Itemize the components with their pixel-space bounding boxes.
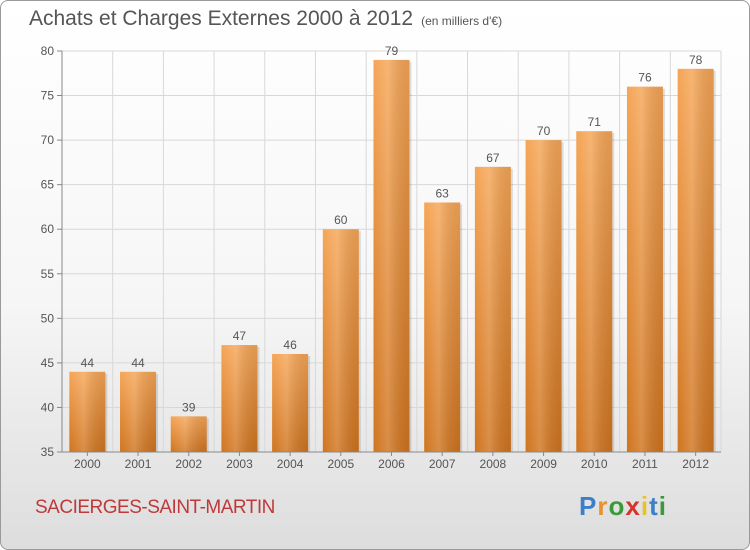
x-tick-label: 2005	[327, 457, 354, 471]
bar-layer: 44 44 39 47 46 60 79 63 67 70 71 76 78	[69, 44, 716, 453]
chart-unit: (en milliers d'€)	[421, 14, 503, 28]
data-label: 44	[81, 356, 95, 370]
x-tick-label: 2012	[682, 457, 709, 471]
data-label: 63	[436, 186, 450, 200]
data-label: 70	[537, 124, 551, 138]
data-label: 60	[334, 213, 348, 227]
y-tick-label: 35	[41, 445, 55, 459]
y-tick-label: 60	[41, 222, 55, 236]
x-tick-label: 2004	[277, 457, 304, 471]
bar-highlight	[424, 202, 461, 452]
data-label: 39	[182, 400, 196, 414]
logo-letter: r	[597, 491, 609, 521]
logo-letter: i	[658, 491, 667, 521]
data-label: 71	[588, 115, 602, 129]
data-label: 67	[486, 151, 500, 165]
logo-letter: P	[579, 491, 598, 521]
logo-letter: x	[625, 491, 641, 521]
axis-layer: 35 40 45 50 55 60 65 70 75 80 2000 2001 2002 2003 2004…	[41, 44, 721, 471]
bar-highlight	[322, 229, 359, 452]
x-tick-label: 2008	[480, 457, 507, 471]
bar-highlight	[677, 68, 714, 453]
bar-highlight	[272, 353, 309, 452]
bar-highlight	[120, 371, 157, 452]
y-tick-label: 70	[41, 133, 55, 147]
bar-highlight	[69, 371, 106, 452]
bar-highlight	[576, 131, 613, 452]
x-tick-label: 2011	[632, 457, 658, 471]
bar-highlight	[170, 416, 207, 452]
logo-letter: t	[649, 491, 659, 521]
bar-highlight	[373, 59, 410, 453]
chart-title-text: Achats et Charges Externes 2000 à 2012	[29, 7, 414, 30]
x-tick-label: 2007	[429, 457, 456, 471]
data-label: 76	[638, 71, 652, 85]
data-label: 46	[283, 338, 297, 352]
x-tick-label: 2010	[581, 457, 608, 471]
bar-highlight	[221, 345, 258, 452]
y-tick-label: 45	[41, 356, 55, 370]
y-tick-label: 75	[41, 89, 55, 103]
commune-name: SACIERGES-SAINT-MARTIN	[35, 497, 275, 518]
logo-letter: o	[608, 491, 626, 521]
x-tick-label: 2009	[530, 457, 557, 471]
data-label: 78	[689, 53, 703, 67]
data-label: 79	[385, 44, 399, 58]
logo-letter: i	[640, 491, 650, 521]
proxiti-logo: Proxiti	[579, 491, 667, 522]
y-tick-label: 50	[41, 311, 55, 325]
y-tick-label: 80	[41, 44, 55, 58]
x-tick-label: 2001	[125, 457, 152, 471]
data-label: 44	[131, 356, 145, 370]
y-tick-label: 55	[41, 267, 55, 281]
y-tick-label: 40	[41, 400, 55, 414]
bar-highlight	[626, 86, 663, 453]
x-tick-label: 2002	[175, 457, 202, 471]
chart-title: Achats et Charges Externes 2000 à 2012 (e…	[29, 7, 502, 31]
bar-highlight	[474, 166, 511, 452]
y-tick-label: 65	[41, 178, 55, 192]
x-tick-label: 2006	[378, 457, 405, 471]
x-tick-label: 2003	[226, 457, 253, 471]
data-label: 47	[233, 329, 247, 343]
x-tick-label: 2000	[74, 457, 101, 471]
bar-highlight	[525, 140, 562, 452]
